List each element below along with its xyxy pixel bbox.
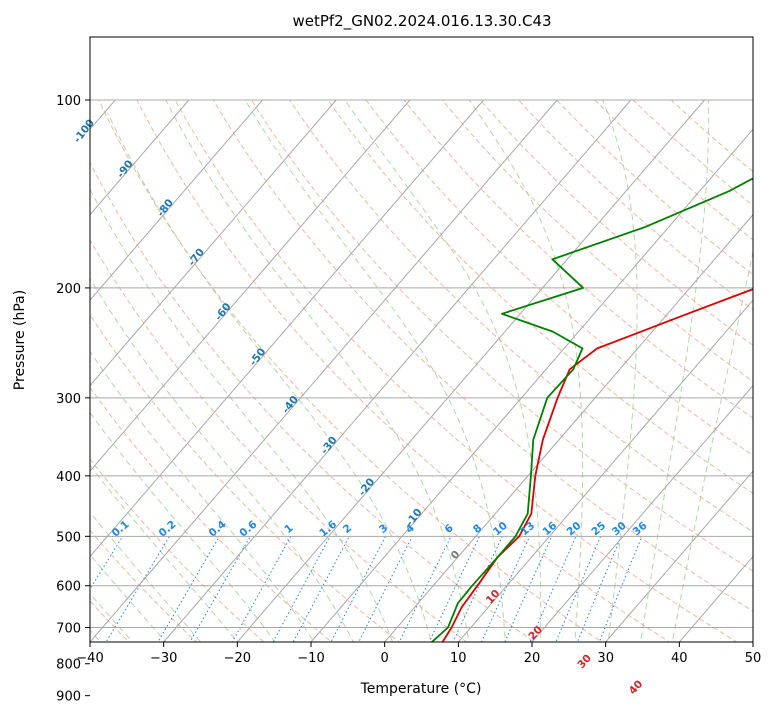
mixing-ratio-line (105, 536, 170, 642)
dry-adiabat-line (90, 600, 130, 642)
temperature-line (441, 288, 753, 642)
mixing-ratio-line (189, 536, 251, 642)
isotherm-line (163, 99, 632, 642)
moist-adiabat-line (90, 411, 276, 642)
y-tick-label: 400 (56, 470, 81, 485)
x-tick-label: 10 (450, 651, 467, 666)
x-tick-label: −20 (224, 651, 251, 666)
moist-adiabat-line (165, 99, 470, 642)
x-axis: −40 −30 −20 −10 0 10 20 30 40 50 (76, 642, 761, 666)
mixing-ratio-line (428, 536, 481, 642)
y-axis: 1002003004005006007008009001000 (56, 94, 90, 705)
isotherm-line (90, 99, 484, 558)
isotherm-line (90, 99, 558, 642)
dry-adiabat-line (403, 99, 753, 419)
x-tick-label: 20 (524, 651, 541, 666)
y-tick-label: 500 (56, 530, 81, 545)
y-axis-label: Pressure (hPa) (12, 290, 28, 390)
x-tick-label: −40 (76, 651, 103, 666)
x-tick-label: 30 (597, 651, 614, 666)
dry-adiabat-line (365, 99, 753, 456)
y-tick-label: 300 (56, 392, 81, 407)
moist-adiabat-line (602, 99, 638, 642)
isotherm-line (384, 213, 753, 642)
moist-adiabats (90, 99, 753, 642)
moist-adiabat-line (640, 99, 710, 642)
dry-adiabat-line (480, 99, 753, 346)
isotherm-line (90, 99, 337, 387)
x-tick-label: 0 (381, 651, 389, 666)
x-tick-label: 40 (671, 651, 688, 666)
y-tick-label: 100 (56, 94, 81, 109)
moist-adiabat-line (107, 112, 432, 642)
moist-adiabat-line (244, 99, 506, 642)
dry-adiabat-line (251, 99, 753, 572)
moist-adiabat-line (90, 350, 315, 642)
dry-adiabat-line (98, 99, 603, 642)
y-tick-label: 600 (56, 580, 81, 595)
mixing-ratio-line (292, 536, 350, 642)
mixing-ratio-line (330, 536, 387, 642)
y-tick-label: 800 (56, 658, 81, 673)
dry-adiabat-line (90, 313, 400, 642)
moist-adiabat-line (468, 99, 584, 642)
moist-adiabat-line (344, 99, 542, 642)
dry-adiabat-line (212, 99, 753, 612)
sounding-series (430, 177, 753, 642)
mixing-ratio-line (358, 536, 413, 642)
isotherm-line (678, 555, 753, 642)
x-tick-label: 50 (745, 651, 762, 666)
dry-adiabat-line (90, 529, 198, 642)
moist-adiabat-line (90, 592, 134, 642)
dry-adiabats (90, 99, 753, 642)
y-tick-label: 900 (56, 690, 81, 705)
dry-adiabat-line (136, 99, 671, 642)
isotherms (90, 99, 753, 642)
pressure-gridlines (90, 99, 753, 629)
dewpoint-line (430, 177, 753, 642)
x-tick-label: −10 (297, 651, 324, 666)
isotherm-line (605, 470, 753, 642)
moist-adiabat-line (671, 249, 753, 642)
y-tick-label: 700 (56, 622, 81, 637)
dry-adiabat-line (327, 99, 753, 494)
isotherm-line (90, 99, 263, 301)
mixing-ratio-line (90, 536, 124, 591)
isotherm-line (90, 99, 190, 216)
isotherm-line (531, 384, 753, 642)
dry-adiabat-line (441, 99, 753, 383)
dry-adiabat-line (556, 99, 753, 276)
plot-frame (89, 36, 754, 643)
x-axis-label: Temperature (°C) (360, 681, 482, 697)
isotherm-line (310, 128, 753, 642)
isotherm-line (90, 99, 411, 472)
plot-area (90, 99, 753, 642)
isotherm-line (236, 99, 705, 642)
y-tick-label: 200 (56, 282, 81, 297)
dry-adiabat-line (90, 161, 536, 642)
x-tick-label: −30 (150, 651, 177, 666)
dry-adiabat-line (289, 99, 753, 533)
mixing-ratio-line (157, 536, 220, 642)
dry-adiabat-line (90, 239, 468, 642)
chart-title: wetPf2_GN02.2024.016.13.30.C43 (292, 12, 551, 31)
moist-adiabat-line (90, 277, 354, 642)
isotherm-line (457, 299, 753, 642)
mixing-ratio-line (577, 536, 622, 642)
dry-adiabat-line (174, 99, 738, 642)
mixing-ratio-line (529, 536, 577, 642)
mixing-ratio-line (555, 536, 602, 642)
mixing-ratio-line (504, 536, 553, 642)
